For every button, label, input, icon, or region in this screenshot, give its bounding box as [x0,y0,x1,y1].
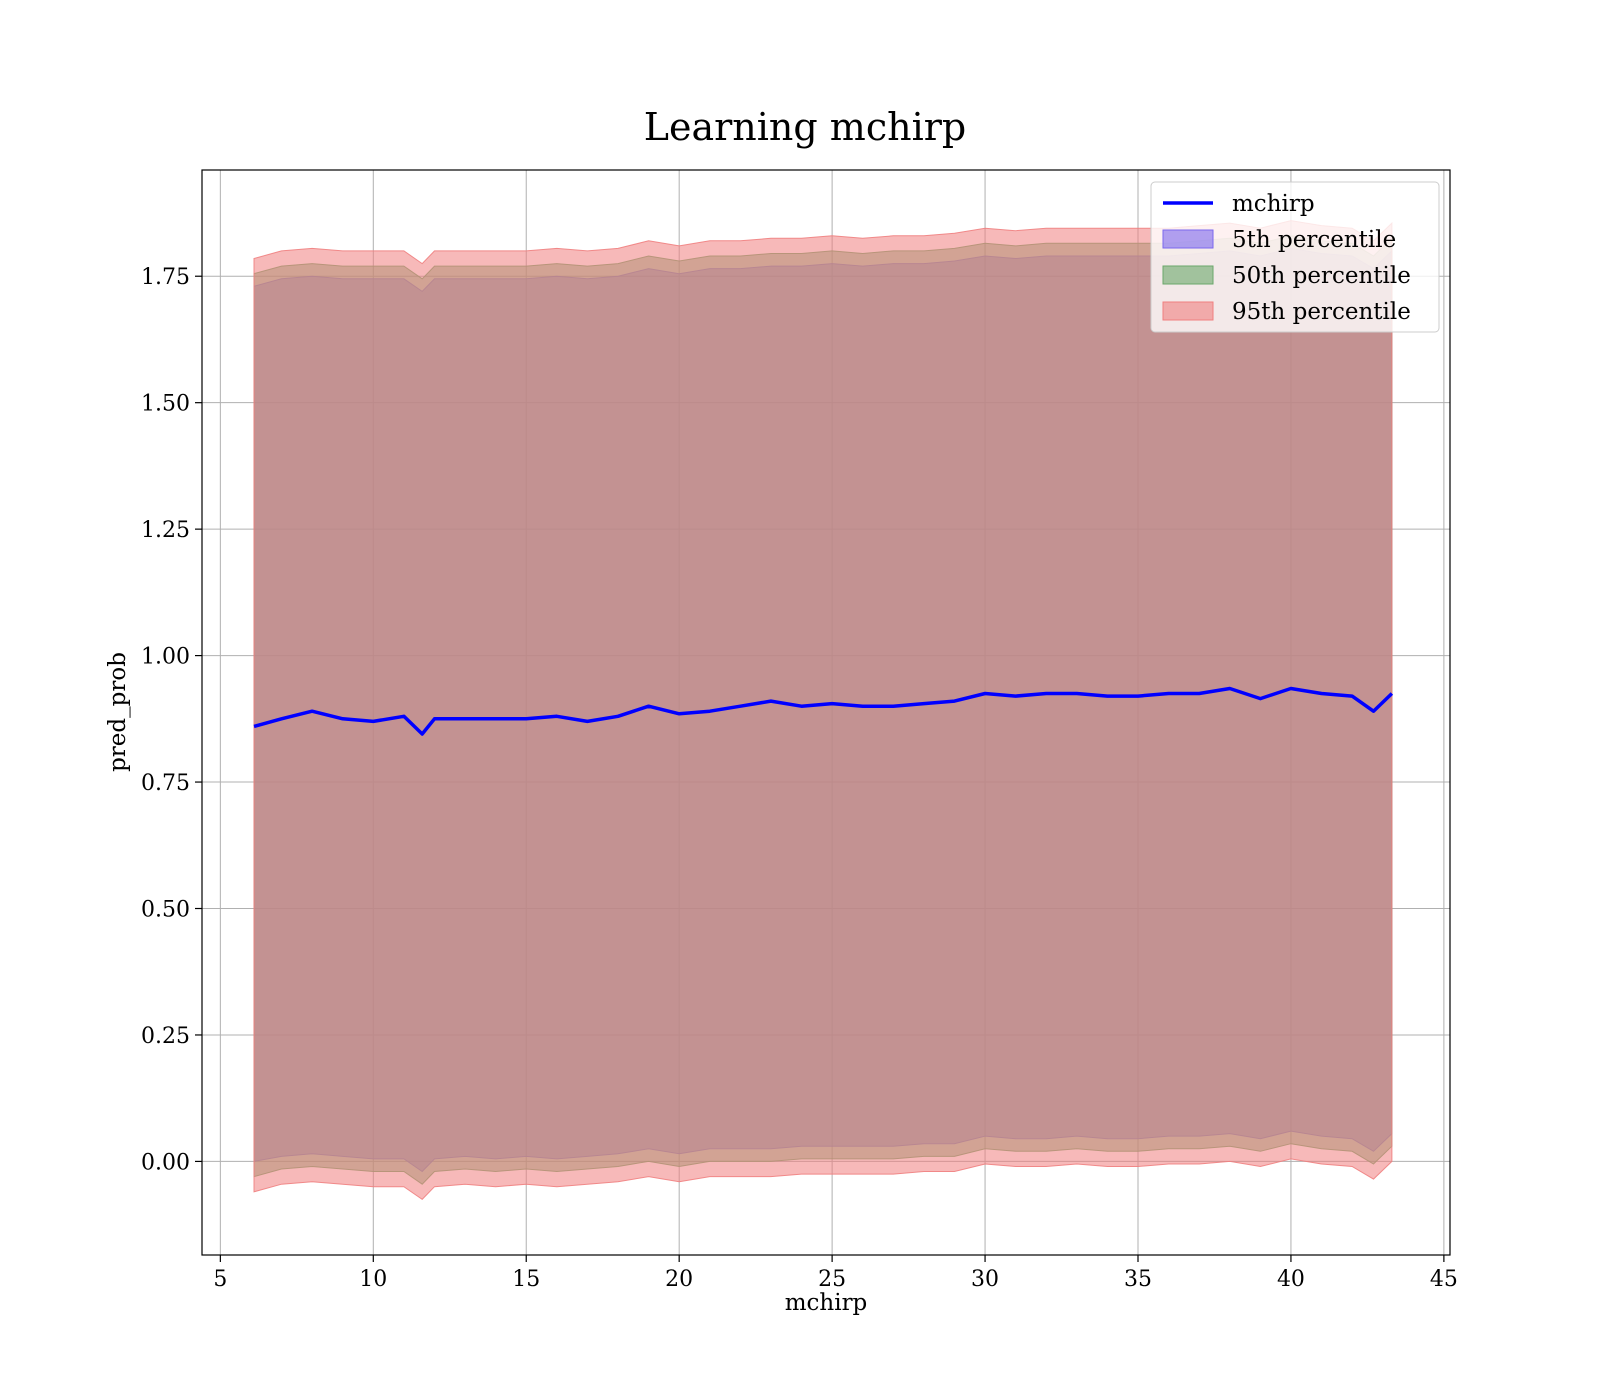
x-tick-label: 30 [971,1267,999,1292]
legend-swatch-patch [1162,229,1214,249]
line-mchirp [253,686,1394,736]
y-tick-label: 0.75 [141,771,190,796]
chart-title: Learning mchirp [644,105,966,149]
series-lines [253,686,1394,736]
y-tick-label: 0.25 [141,1024,190,1049]
x-axis-ticks: 5 10 15 20 25 30 35 40 45 [213,1255,1458,1292]
legend: mchirp 5th percentile 50th percentile 95th … [1150,181,1440,333]
x-tick-label: 5 [213,1267,227,1292]
legend-label: 95th percentile [1232,299,1411,325]
percentile-bands [253,220,1393,1201]
band-95th-percentile [253,220,1393,1201]
y-axis-ticks: 0.00 0.25 0.50 0.75 1.00 1.25 1.50 1.75 [141,265,202,1175]
x-tick-label: 15 [512,1267,540,1292]
y-tick-label: 0.50 [141,898,190,923]
x-tick-label: 40 [1277,1267,1305,1292]
x-tick-label: 20 [665,1267,693,1292]
x-tick-label: 10 [359,1267,387,1292]
plot-frame [201,169,1451,1256]
x-tick-label: 45 [1430,1267,1458,1292]
x-tick-label: 35 [1124,1267,1152,1292]
y-tick-label: 1.50 [141,392,190,417]
y-tick-label: 1.00 [141,645,190,670]
legend-label: 5th percentile [1232,227,1396,253]
y-tick-label: 1.75 [141,265,190,290]
y-tick-label: 1.25 [141,518,190,543]
y-axis-label: pred_prob [105,652,131,772]
x-axis-label: mchirp [785,1290,868,1316]
y-tick-label: 0.00 [141,1150,190,1175]
x-tick-label: 25 [818,1267,846,1292]
legend-label: 50th percentile [1232,263,1411,289]
legend-label: mchirp [1232,191,1315,217]
legend-box [1150,181,1440,333]
legend-swatch-patch [1162,301,1214,321]
legend-swatch-patch [1162,265,1214,285]
